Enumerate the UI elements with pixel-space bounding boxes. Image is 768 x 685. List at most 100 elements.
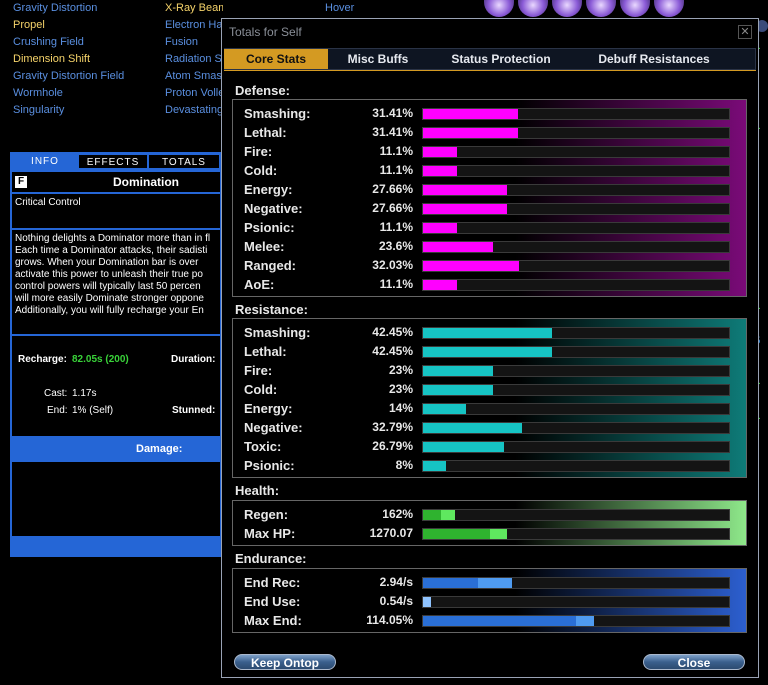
stat-bar: [422, 403, 730, 415]
power-list-item[interactable]: Dimension Shift: [13, 53, 91, 65]
stat-label: Energy:: [244, 182, 293, 197]
stat-value: 23.6%: [378, 239, 413, 253]
stat-bar-fill: [423, 109, 518, 119]
damage-header: Damage:: [12, 438, 220, 460]
stat-bar: [422, 528, 730, 540]
defense-row: Psionic: 11.1%: [233, 219, 748, 238]
power-short-desc: Critical Control: [15, 197, 81, 208]
stat-label: Energy:: [244, 401, 293, 416]
defense-row: Smashing: 31.41%: [233, 105, 748, 124]
stat-bar: [422, 127, 730, 139]
stat-label: Fire:: [244, 144, 273, 159]
stat-label: Cold:: [244, 163, 278, 178]
close-icon[interactable]: ✕: [738, 25, 752, 39]
power-list-item[interactable]: Proton Volley: [165, 87, 223, 99]
tab-status-protection[interactable]: Status Protection: [451, 52, 551, 66]
resistance-section-title: Resistance:: [235, 302, 308, 317]
stat-value: 31.41%: [372, 125, 413, 139]
power-list-item[interactable]: Singularity: [13, 104, 65, 116]
stat-label: AoE:: [244, 277, 275, 292]
stat-label: Psionic:: [244, 458, 295, 473]
stat-bar-fill: [423, 166, 457, 176]
stat-bar: [422, 203, 730, 215]
keep-ontop-button[interactable]: Keep Ontop: [234, 654, 336, 670]
power-list-item[interactable]: Devastating: [165, 104, 223, 116]
power-list-secondary: X-Ray Beam Electron Haul Fusion Radiation S…: [165, 0, 223, 119]
stat-label: Cold:: [244, 382, 278, 397]
stat-value: 11.1%: [379, 277, 413, 291]
stat-bar-fill: [423, 261, 519, 271]
stat-label: Negative:: [244, 201, 303, 216]
stat-bar: [422, 596, 730, 608]
stat-value: 8%: [395, 458, 413, 472]
stat-bar: [422, 184, 730, 196]
power-list-item[interactable]: Crushing Field: [13, 36, 84, 48]
stat-label: Melee:: [244, 239, 285, 254]
defense-row: Negative: 27.66%: [233, 200, 748, 219]
power-list-item[interactable]: Gravity Distortion Field: [13, 70, 125, 82]
power-list-item[interactable]: Radiation Siphon: [165, 53, 223, 65]
tab-effects[interactable]: EFFECTS: [78, 154, 148, 169]
endurance-row: Max End: 114.05%: [233, 612, 748, 631]
power-list-item[interactable]: Fusion: [165, 36, 199, 48]
info-tabs: INFO EFFECTS TOTALS: [12, 154, 220, 169]
damage-label: Damage:: [136, 443, 183, 455]
stat-value: 27.66%: [372, 201, 413, 215]
tab-misc-buffs[interactable]: Misc Buffs: [347, 52, 409, 66]
defense-row: Fire: 11.1%: [233, 143, 748, 162]
stat-bar-fill-secondary: [423, 597, 431, 607]
stat-bar-fill: [423, 529, 490, 539]
power-list-item[interactable]: X-Ray Beam: [165, 2, 223, 14]
stat-value: 162%: [382, 507, 413, 521]
stat-bar-fill: [423, 328, 552, 338]
stat-value: 27.66%: [372, 182, 413, 196]
power-list-pool: Hover: [325, 0, 445, 17]
recharge-value: 82.05s (200): [72, 354, 129, 365]
power-desc-line: activate this power to unleash their tru…: [15, 269, 203, 280]
resistance-row: Negative: 32.79%: [233, 419, 748, 438]
window-titlebar[interactable]: Totals for Self ✕: [222, 19, 758, 45]
power-list-item[interactable]: Atom Smasher: [165, 70, 223, 82]
tab-core-stats[interactable]: Core Stats: [224, 49, 328, 69]
stat-bar-fill: [423, 366, 493, 376]
defense-row: Cold: 11.1%: [233, 162, 748, 181]
defense-section-title: Defense:: [235, 83, 290, 98]
stat-bar-fill: [423, 280, 457, 290]
power-desc-line: will more easily Dominate stronger oppon…: [15, 293, 204, 304]
stat-value: 23%: [388, 382, 413, 396]
stat-label: Toxic:: [244, 439, 282, 454]
power-list-item[interactable]: Wormhole: [13, 87, 63, 99]
stat-bar: [422, 260, 730, 272]
stat-bar: [422, 509, 730, 521]
stat-bar-fill: [423, 242, 493, 252]
stat-bar-fill: [423, 204, 507, 214]
close-button[interactable]: Close: [643, 654, 745, 670]
stat-value: 32.03%: [372, 258, 413, 272]
duration-label: Duration:: [171, 354, 216, 365]
power-desc-line: Nothing delights a Dominator more than i…: [15, 233, 211, 244]
power-list-item[interactable]: Electron Haul: [165, 19, 223, 31]
endurance-row: End Rec: 2.94/s: [233, 574, 748, 593]
stat-value: 42.45%: [372, 344, 413, 358]
stat-bar: [422, 279, 730, 291]
tab-totals[interactable]: TOTALS: [148, 154, 220, 169]
power-list-item[interactable]: Hover: [325, 2, 355, 14]
stat-bar-fill: [423, 510, 441, 520]
power-list-item[interactable]: Propel: [13, 19, 45, 31]
power-desc-line: grows. When your Domination bar is over: [15, 257, 199, 268]
endurance-section-title: Endurance:: [235, 551, 307, 566]
tab-info[interactable]: INFO: [12, 154, 78, 169]
resistance-row: Toxic: 26.79%: [233, 438, 748, 457]
power-desc-line: control powers will typically last 50 pe…: [15, 281, 201, 292]
stat-bar: [422, 241, 730, 253]
stat-label: Max End:: [244, 613, 302, 628]
stat-label: Psionic:: [244, 220, 295, 235]
stat-bar-fill-secondary: [441, 510, 455, 520]
stat-label: Ranged:: [244, 258, 296, 273]
stat-bar-fill-secondary: [576, 616, 594, 626]
power-list-primary: Gravity Distortion Propel Crushing Field Di…: [13, 0, 163, 119]
power-list-item[interactable]: Gravity Distortion: [13, 2, 98, 14]
stat-bar: [422, 422, 730, 434]
stat-value: 42.45%: [372, 325, 413, 339]
tab-debuff-resistances[interactable]: Debuff Resistances: [598, 52, 710, 66]
